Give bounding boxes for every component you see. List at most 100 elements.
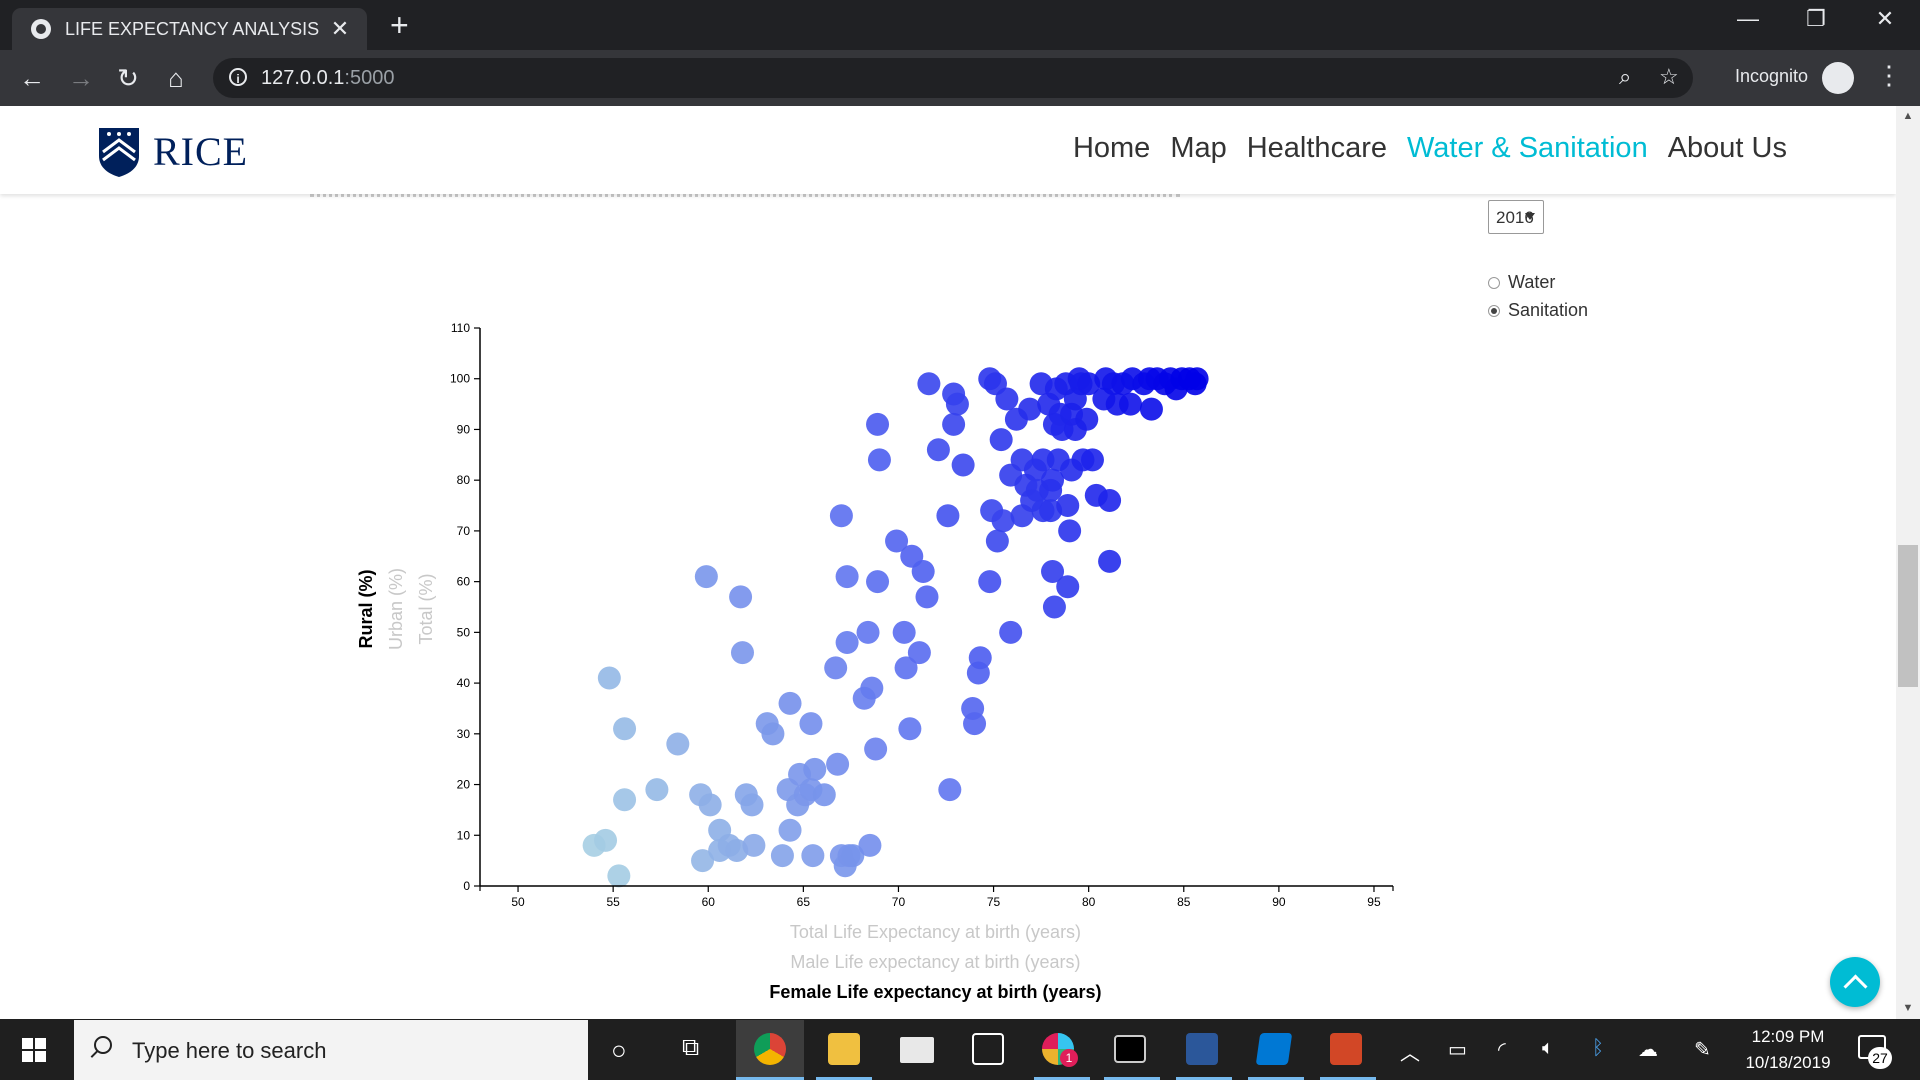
data-point[interactable] (856, 620, 880, 644)
data-point[interactable] (826, 752, 850, 776)
home-icon[interactable]: ⌂ (168, 63, 184, 93)
data-point[interactable] (729, 585, 753, 609)
data-point[interactable] (1041, 468, 1065, 492)
task-view-icon[interactable]: ⧉ (682, 1034, 700, 1061)
file-explorer-icon[interactable] (828, 1033, 860, 1065)
data-point[interactable] (613, 788, 637, 812)
clock-date[interactable]: 10/18/2019 (1745, 1053, 1831, 1072)
new-tab-icon[interactable]: + (390, 7, 409, 43)
data-point[interactable] (978, 570, 1002, 594)
data-point[interactable] (860, 676, 884, 700)
y-axis-label-option[interactable]: Total (%) (416, 573, 436, 644)
word-icon[interactable] (1186, 1033, 1218, 1065)
close-tab-icon[interactable]: ✕ (330, 16, 350, 41)
data-point[interactable] (1041, 559, 1065, 583)
terminal-icon[interactable] (1114, 1035, 1146, 1063)
data-point[interactable] (594, 828, 618, 852)
data-point[interactable] (926, 438, 950, 462)
data-point[interactable] (742, 833, 766, 857)
data-point[interactable] (803, 757, 827, 781)
data-point[interactable] (799, 712, 823, 736)
data-point[interactable] (1056, 494, 1080, 518)
y-axis-label-option[interactable]: Rural (%) (356, 569, 376, 648)
close-window-icon[interactable]: ✕ (1875, 6, 1895, 31)
data-point[interactable] (938, 778, 962, 802)
data-point[interactable] (942, 412, 966, 436)
vscode-icon[interactable] (1255, 1033, 1293, 1065)
data-point[interactable] (824, 656, 848, 680)
reload-icon[interactable]: ↻ (117, 63, 139, 93)
scroll-thumb[interactable] (1898, 545, 1918, 687)
cortana-icon[interactable]: ○ (611, 1035, 627, 1065)
url-text[interactable]: 127.0.0.1:5000 (261, 67, 395, 89)
data-point[interactable] (892, 620, 916, 644)
data-point[interactable] (894, 656, 918, 680)
data-point[interactable] (951, 453, 975, 477)
data-point[interactable] (645, 778, 669, 802)
browser-tab[interactable]: LIFE EXPECTANCY ANALYSIS ✕ (12, 8, 367, 50)
data-point[interactable] (1056, 575, 1080, 599)
radio-water-button[interactable] (1488, 276, 1500, 289)
data-point[interactable] (1018, 397, 1042, 421)
data-point[interactable] (968, 646, 992, 670)
data-point[interactable] (835, 565, 859, 589)
chrome-icon[interactable] (754, 1033, 786, 1065)
y-axis-label-option[interactable]: Urban (%) (386, 568, 406, 650)
year-select[interactable]: 2016 (1488, 200, 1544, 234)
data-point[interactable] (885, 529, 909, 553)
volume-icon[interactable]: 🔈︎ (1542, 1037, 1554, 1059)
data-point[interactable] (911, 559, 935, 583)
data-point[interactable] (835, 631, 859, 655)
data-point[interactable] (829, 504, 853, 528)
data-point[interactable] (995, 387, 1019, 411)
data-point[interactable] (985, 529, 1009, 553)
radio-sanitation[interactable]: Sanitation (1488, 300, 1588, 321)
data-point[interactable] (945, 392, 969, 416)
data-point[interactable] (963, 712, 987, 736)
data-point[interactable] (989, 428, 1013, 452)
data-point[interactable] (694, 565, 718, 589)
data-point[interactable] (761, 722, 785, 746)
nav-about-us[interactable]: About Us (1667, 132, 1787, 164)
data-point[interactable] (898, 717, 922, 741)
data-point[interactable] (867, 448, 891, 472)
pen-icon[interactable]: ✎ (1694, 1039, 1711, 1061)
data-point[interactable] (613, 717, 637, 741)
bluetooth-icon[interactable]: ᛒ (1592, 1037, 1604, 1059)
minimize-icon[interactable]: — (1737, 6, 1759, 31)
data-point[interactable] (907, 641, 931, 665)
data-point[interactable] (1139, 397, 1163, 421)
clock-time[interactable]: 12:09 PM (1751, 1027, 1825, 1046)
x-axis-label-option[interactable]: Female Life expectancy at birth (years) (769, 982, 1101, 1002)
mail-icon[interactable] (900, 1037, 934, 1063)
menu-dots-icon[interactable]: ⋮ (1876, 60, 1902, 90)
data-point[interactable] (864, 737, 888, 761)
data-point[interactable] (858, 833, 882, 857)
data-point[interactable] (1098, 549, 1122, 573)
data-point[interactable] (1098, 488, 1122, 512)
data-point[interactable] (740, 793, 764, 817)
bookmark-star-icon[interactable]: ☆ (1659, 64, 1679, 89)
battery-icon[interactable]: ▭ (1448, 1039, 1467, 1061)
data-point[interactable] (1119, 392, 1143, 416)
taskbar-search-box[interactable]: Type here to search (74, 1020, 588, 1080)
nav-water-sanitation[interactable]: Water & Sanitation (1406, 132, 1648, 164)
logo-text[interactable]: RICE (153, 129, 249, 174)
restore-icon[interactable]: ❐ (1806, 6, 1826, 31)
data-point[interactable] (866, 412, 890, 436)
radio-water[interactable]: Water (1488, 272, 1555, 293)
data-point[interactable] (1185, 367, 1209, 391)
data-point[interactable] (698, 793, 722, 817)
data-point[interactable] (915, 585, 939, 609)
data-point[interactable] (778, 818, 802, 842)
data-point[interactable] (597, 666, 621, 690)
powerpoint-icon[interactable] (1330, 1033, 1362, 1065)
x-axis-label-option[interactable]: Total Life Expectancy at birth (years) (790, 922, 1081, 942)
calendar-icon[interactable] (972, 1033, 1004, 1065)
x-axis-label-option[interactable]: Male Life expectancy at birth (years) (790, 952, 1080, 972)
incognito-icon[interactable] (1822, 62, 1854, 94)
data-point[interactable] (770, 844, 794, 868)
radio-sanitation-button[interactable] (1488, 304, 1500, 317)
data-point[interactable] (866, 570, 890, 594)
onedrive-upload-icon[interactable]: ☁ (1638, 1039, 1658, 1061)
